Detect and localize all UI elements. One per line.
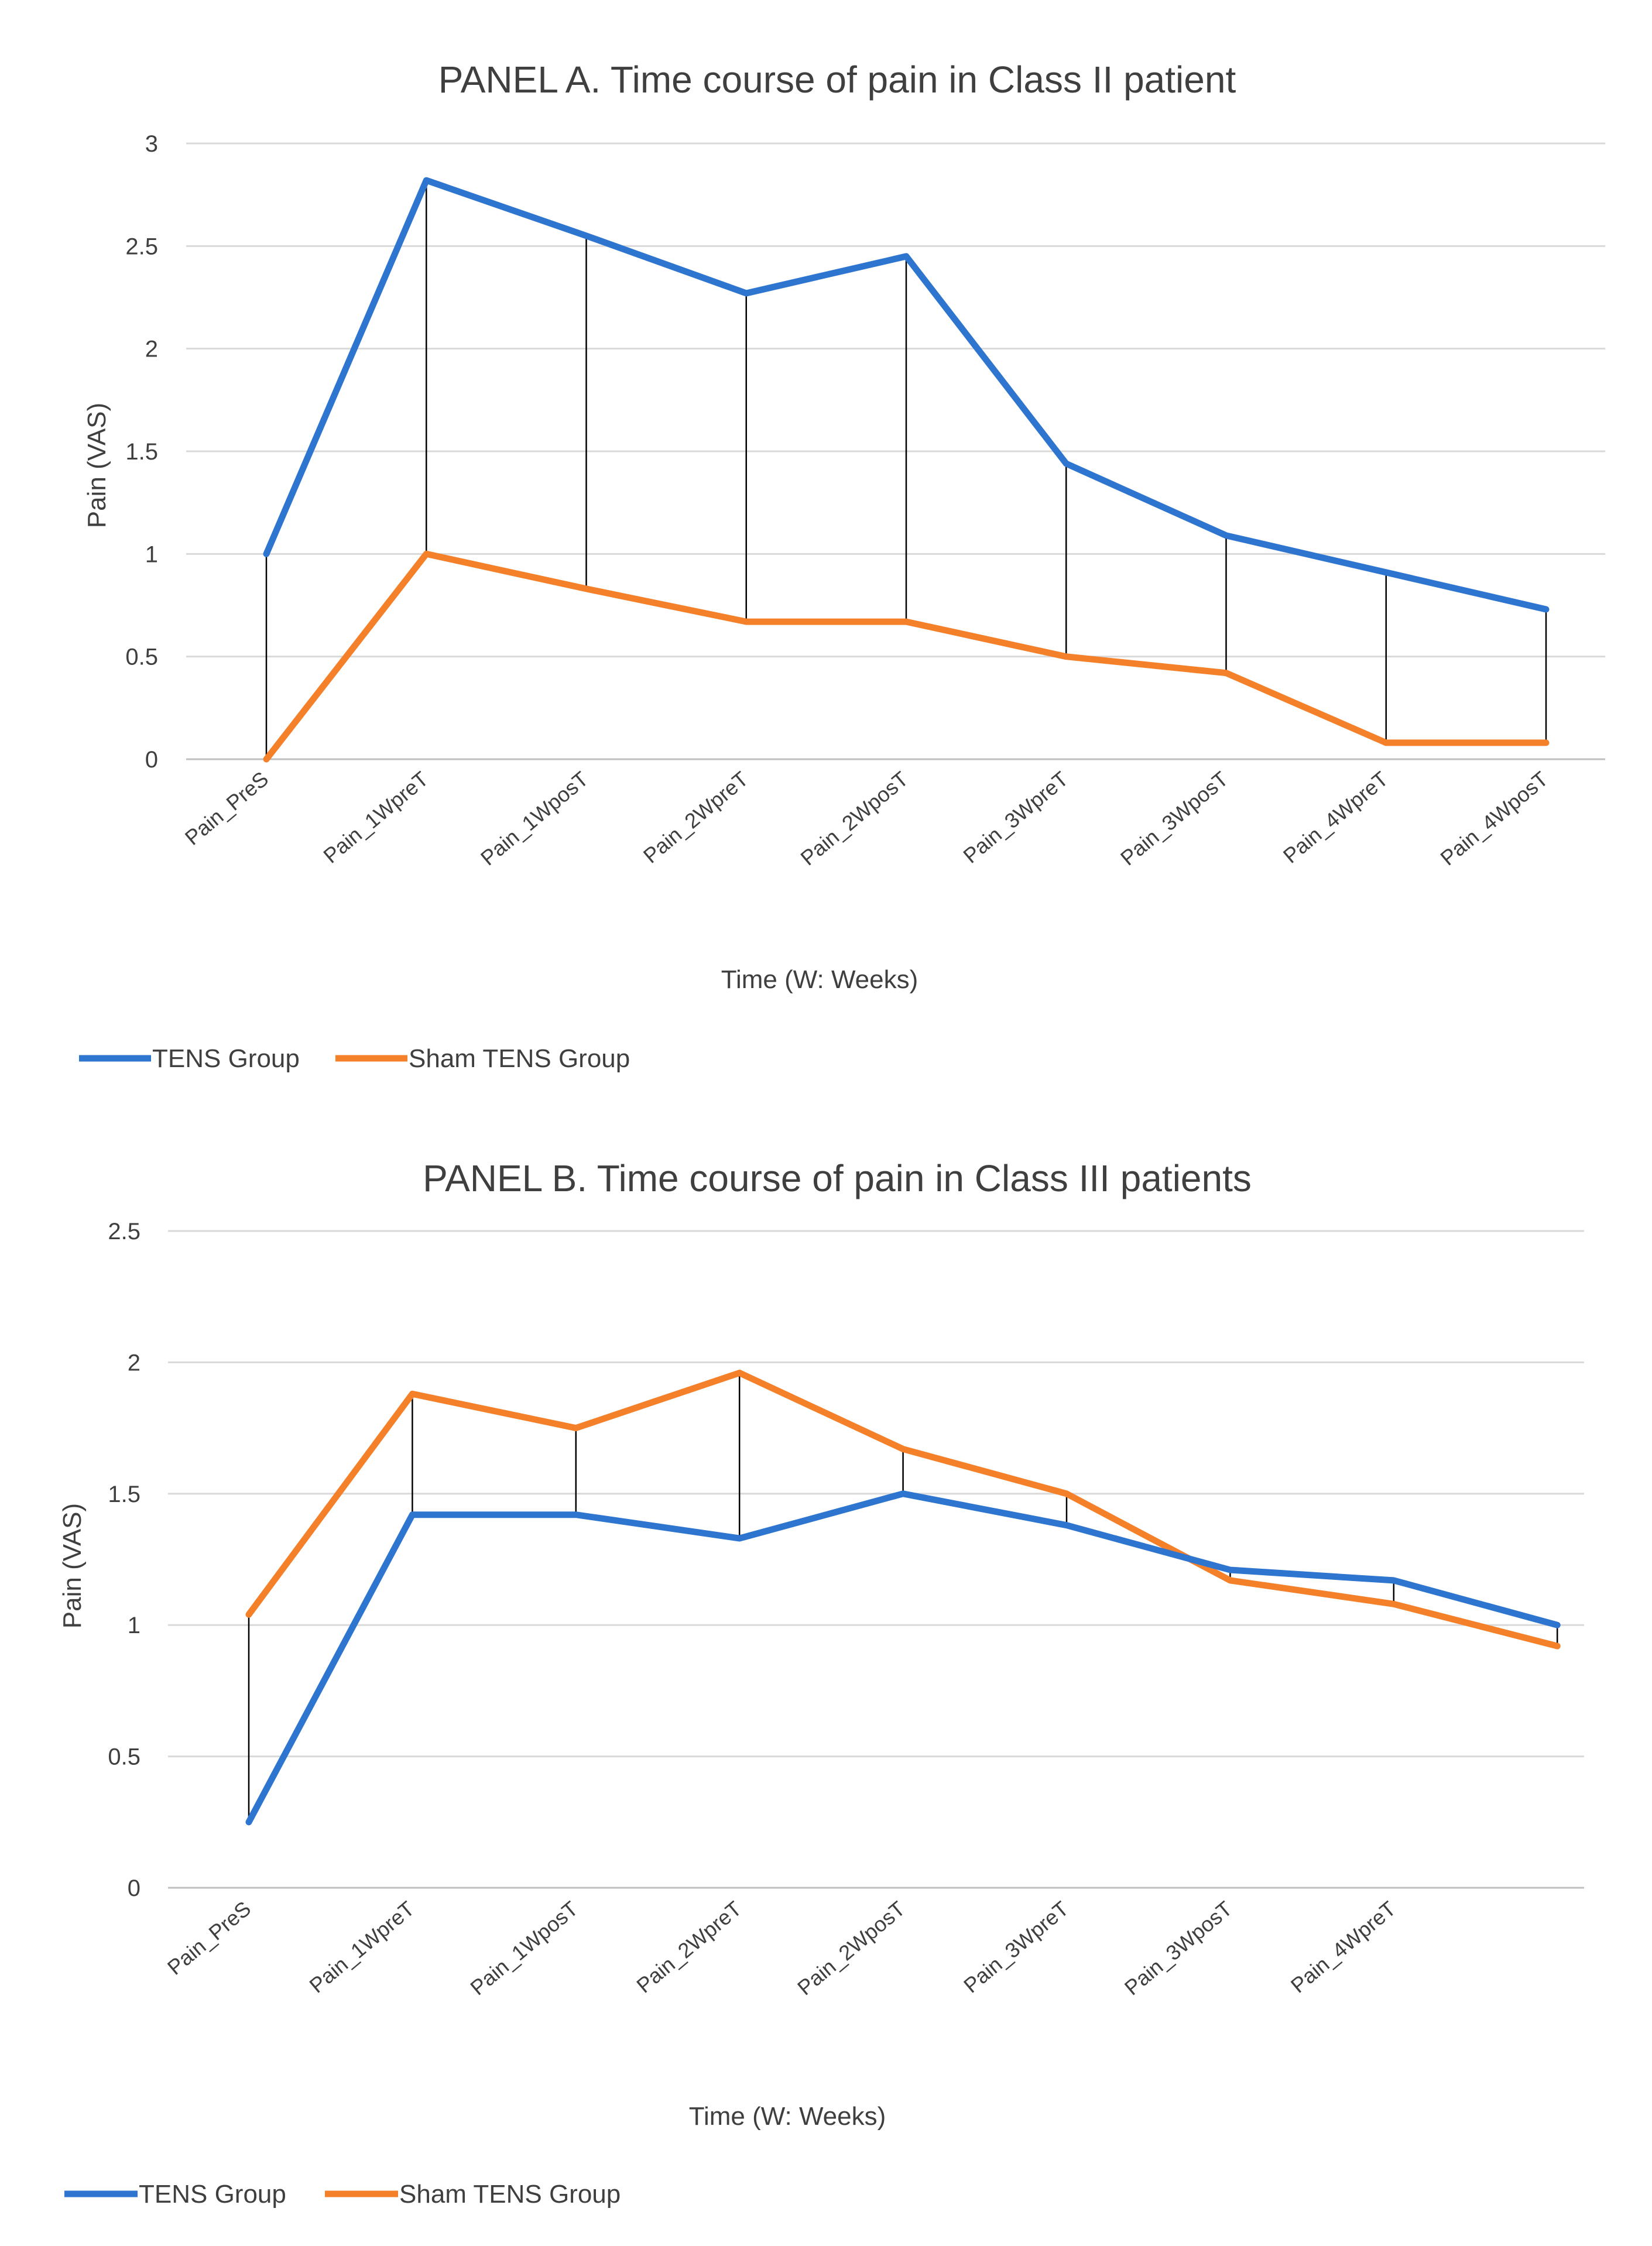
panel-b-y-tick-label: 2.5 [108,1219,140,1244]
panel-b-data-point-sham [1066,1493,1067,1494]
panel-a-data-point-tens [1385,571,1387,573]
panel-a-y-tick-label: 2 [145,337,158,362]
panel-a-series [263,177,1550,763]
panel-a-data-point-sham [745,621,747,623]
panel-b-data-point-tens [248,1821,249,1823]
panel-b-legend-label-tens: TENS Group [139,2180,286,2209]
panel-a-x-tick-label: Pain_3WpreT [958,767,1072,868]
panel-b-x-tick-label: Pain_1WposT [465,1897,582,2000]
panel-b-chart: PANEL B. Time course of pain in Class II… [58,1157,1584,2209]
panel-a-title: PANEL A. Time course of pain in Class II… [438,59,1236,101]
panel-b-y-tick-label: 0 [128,1875,140,1901]
panel-b-gridlines [168,1230,1584,1889]
panel-b-series [245,1369,1561,1826]
panel-b-title: PANEL B. Time course of pain in Class II… [423,1157,1252,1199]
panel-a-data-point-tens [745,292,747,294]
panel-a-x-tick-label: Pain_1WposT [476,767,593,870]
panel-a-y-tick-label: 2.5 [125,234,158,259]
panel-b-data-point-sham [1557,1645,1558,1647]
panel-b-data-point-sham [248,1614,249,1616]
panel-b-y-tick-label: 1.5 [108,1482,140,1507]
panel-b-y-tick-label: 0.5 [108,1744,140,1770]
panel-a-x-axis-label: Time (W: Weeks) [721,965,918,994]
panel-b-y-tick-label: 2 [128,1350,140,1376]
panel-b-data-point-sham [739,1372,741,1374]
panel-b-x-tick-label: Pain_4WpreT [1286,1897,1400,1998]
panel-b-series-line-tens [245,1490,1561,1826]
panel-a-legend: TENS Group Sham TENS Group [79,1044,630,1073]
panel-a-data-point-tens [585,235,587,236]
panel-a-legend-label-sham: Sham TENS Group [409,1044,630,1073]
panel-b-data-point-tens [412,1514,413,1515]
panel-a-data-point-sham [1385,742,1387,743]
panel-b-x-tick-label: Pain_3WposT [1120,1897,1237,2000]
panel-b-data-point-sham [1393,1603,1394,1605]
panel-b-y-axis-label: Pain (VAS) [58,1503,87,1628]
panel-b-data-point-sham [575,1427,577,1429]
panel-b-data-point-tens [1557,1624,1558,1626]
panel-a-data-point-sham [585,588,587,589]
panel-a-y-tick-label: 3 [145,131,158,157]
panel-b-x-ticks: Pain_PreS Pain_1WpreT Pain_1WposT Pain_2Wpr… [163,1897,1400,2000]
panel-b-legend-label-sham: Sham TENS Group [399,2180,621,2209]
panel-b-y-ticks: 0 0.5 1 1.5 2 2.5 [108,1219,140,1901]
panel-a-x-tick-label: Pain_3WposT [1116,767,1233,870]
panel-a-data-point-sham [426,553,427,555]
panel-b-x-tick-label: Pain_2WposT [793,1897,910,2000]
panel-a-data-point-tens [906,255,907,257]
panel-a-data-point-sham [1545,742,1547,743]
panel-a-y-tick-label: 1 [145,541,158,567]
panel-a-y-tick-label: 0 [145,747,158,773]
panel-a-data-point-tens [1545,609,1547,611]
panel-a-y-axis-label: Pain (VAS) [83,403,111,528]
panel-b-data-point-tens [575,1514,577,1515]
panel-b-y-tick-label: 1 [128,1613,140,1638]
panel-b-data-point-sham [902,1448,904,1450]
panel-a-data-point-tens [1225,534,1227,536]
panel-a-legend-label-tens: TENS Group [152,1044,300,1073]
panel-a-data-point-tens [426,180,427,181]
panel-a-gridlines [186,142,1605,760]
panel-a-y-ticks: 0 0.5 1 1.5 2 2.5 3 [125,131,158,773]
panel-a-x-tick-label: Pain_4WpreT [1279,767,1393,868]
panel-b-x-axis-label: Time (W: Weeks) [689,2102,886,2131]
panel-a-x-tick-label: Pain_2WposT [796,767,913,870]
panel-a-x-ticks: Pain_PreS Pain_1WpreT Pain_1WposT Pain_2Wpr… [180,767,1552,870]
panel-a-data-point-tens [266,553,267,555]
panel-a-y-tick-label: 0.5 [125,644,158,670]
panel-a-x-tick-label: Pain_PreS [180,767,273,850]
panel-a-x-tick-label: Pain_1WpreT [318,767,433,868]
panel-b-x-tick-label: Pain_3WpreT [959,1897,1073,1998]
panel-a-x-tick-label: Pain_4WposT [1436,767,1553,870]
panel-a-x-tick-label: Pain_2WpreT [639,767,753,868]
panel-b-data-point-sham [412,1393,413,1395]
panel-a-y-tick-label: 1.5 [125,439,158,465]
panel-b-legend: TENS Group Sham TENS Group [64,2180,621,2209]
panel-b-data-point-tens [902,1493,904,1494]
panel-a-chart: PANEL A. Time course of pain in Class II… [79,59,1605,1073]
panel-b-data-point-tens [1066,1524,1067,1526]
panel-b-x-tick-label: Pain_2WpreT [632,1897,746,1998]
panel-b-data-point-sham [1229,1579,1231,1581]
panel-b-x-tick-label: Pain_PreS [163,1897,255,1980]
panel-b-x-tick-label: Pain_1WpreT [305,1897,419,1998]
panel-a-data-point-sham [906,621,907,623]
panel-a-data-point-tens [1065,463,1067,465]
panel-a-data-point-sham [266,759,267,760]
panel-a-data-point-sham [1065,656,1067,657]
panel-a-data-point-sham [1225,672,1227,674]
panel-b-data-point-tens [1393,1579,1394,1581]
panel-b-data-point-tens [739,1538,741,1539]
panel-b-series-line-sham [245,1369,1561,1650]
panel-b-drop-lines [248,1373,1558,1822]
panel-a-drop-lines [265,180,1547,759]
panel-b-data-point-tens [1229,1569,1231,1571]
